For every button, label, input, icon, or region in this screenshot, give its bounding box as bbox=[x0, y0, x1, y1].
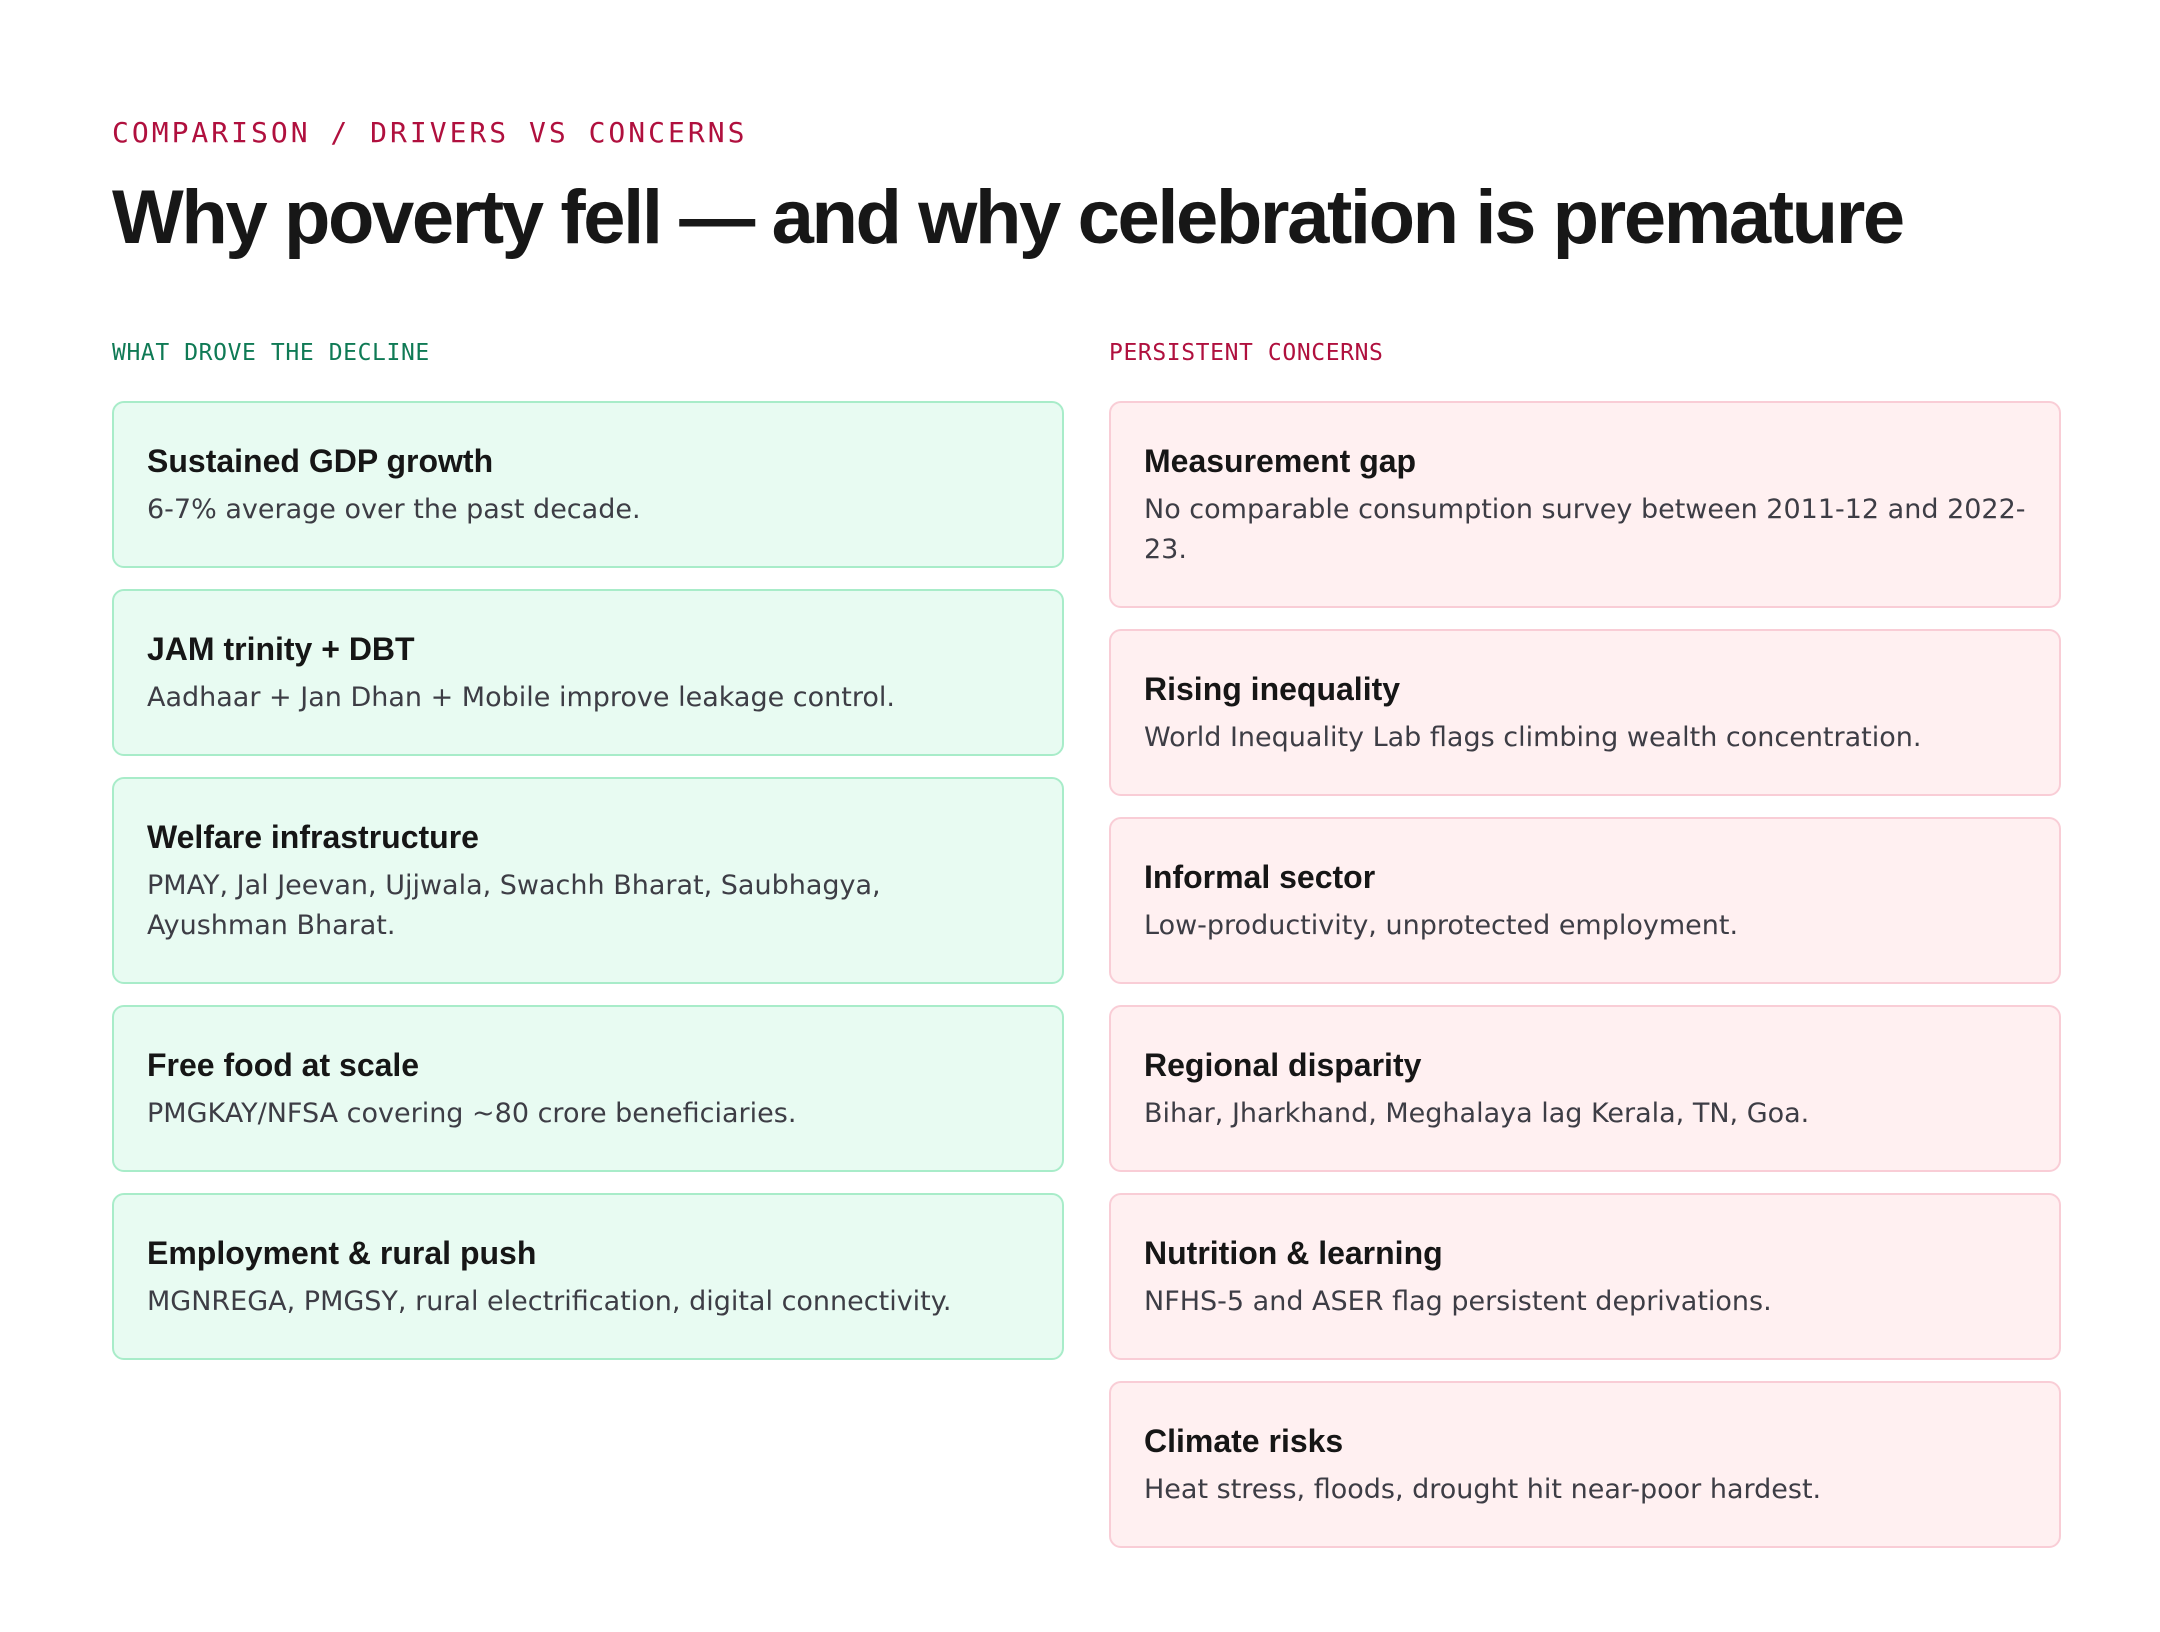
driver-card: Welfare infrastructure PMAY, Jal Jeevan,… bbox=[112, 777, 1064, 984]
driver-card-description: 6-7% average over the past decade. bbox=[147, 494, 641, 525]
concern-card: Informal sector Low-productivity, unprot… bbox=[1109, 817, 2061, 984]
concern-card-description: Heat stress, floods, drought hit near-po… bbox=[1144, 1474, 1822, 1505]
driver-card: JAM trinity + DBT Aadhaar + Jan Dhan + M… bbox=[112, 589, 1064, 756]
concern-card-description: No comparable consumption survey between… bbox=[1144, 494, 2026, 565]
concern-card-description: Low-productivity, unprotected employment… bbox=[1144, 910, 1739, 941]
concern-card: Climate risks Heat stress, floods, droug… bbox=[1109, 1381, 2061, 1548]
concern-card-title: Rising inequality bbox=[1144, 671, 1401, 707]
concern-card-title: Climate risks bbox=[1144, 1423, 1344, 1459]
driver-card-description: MGNREGA, PMGSY, rural electrification, d… bbox=[147, 1286, 952, 1317]
driver-card-title: Employment & rural push bbox=[147, 1235, 537, 1271]
concerns-column-label: PERSISTENT CONCERNS bbox=[1109, 340, 1384, 366]
driver-card-title: JAM trinity + DBT bbox=[147, 631, 415, 667]
eyebrow-label: COMPARISON / DRIVERS VS CONCERNS bbox=[112, 116, 748, 149]
concern-card-title: Informal sector bbox=[1144, 859, 1376, 895]
concerns-column: PERSISTENT CONCERNS Measurement gap No c… bbox=[1109, 338, 2061, 1548]
concern-card: Regional disparity Bihar, Jharkhand, Meg… bbox=[1109, 1005, 2061, 1172]
driver-card-description: PMGKAY/NFSA covering ~80 crore beneficia… bbox=[147, 1098, 797, 1129]
driver-card: Sustained GDP growth 6-7% average over t… bbox=[112, 401, 1064, 568]
concern-card-description: World Inequality Lab flags climbing weal… bbox=[1144, 722, 1922, 753]
concern-card-title: Regional disparity bbox=[1144, 1047, 1422, 1083]
drivers-card-list: Sustained GDP growth 6-7% average over t… bbox=[112, 401, 1064, 1360]
driver-card-description: PMAY, Jal Jeevan, Ujjwala, Swachh Bharat… bbox=[147, 870, 881, 941]
driver-card-description: Aadhaar + Jan Dhan + Mobile improve leak… bbox=[147, 682, 895, 713]
concern-card-title: Nutrition & learning bbox=[1144, 1235, 1443, 1271]
driver-card: Employment & rural push MGNREGA, PMGSY, … bbox=[112, 1193, 1064, 1360]
page-title: Why poverty fell — and why celebration i… bbox=[112, 175, 1905, 260]
driver-card-title: Sustained GDP growth bbox=[147, 443, 494, 479]
driver-card-title: Free food at scale bbox=[147, 1047, 420, 1083]
concern-card-title: Measurement gap bbox=[1144, 443, 1417, 479]
slide: COMPARISON / DRIVERS VS CONCERNS Why pov… bbox=[112, 0, 2061, 1632]
driver-card: Free food at scale PMGKAY/NFSA covering … bbox=[112, 1005, 1064, 1172]
driver-card-title: Welfare infrastructure bbox=[147, 819, 479, 855]
concerns-card-list: Measurement gap No comparable consumptio… bbox=[1109, 401, 2061, 1548]
concern-card-description: NFHS-5 and ASER flag persistent deprivat… bbox=[1144, 1286, 1772, 1317]
concern-card-description: Bihar, Jharkhand, Meghalaya lag Kerala, … bbox=[1144, 1098, 1810, 1129]
concern-card: Nutrition & learning NFHS-5 and ASER fla… bbox=[1109, 1193, 2061, 1360]
concern-card: Rising inequality World Inequality Lab f… bbox=[1109, 629, 2061, 796]
drivers-column: WHAT DROVE THE DECLINE Sustained GDP gro… bbox=[112, 338, 1064, 1360]
drivers-column-label: WHAT DROVE THE DECLINE bbox=[112, 340, 430, 366]
concern-card: Measurement gap No comparable consumptio… bbox=[1109, 401, 2061, 608]
